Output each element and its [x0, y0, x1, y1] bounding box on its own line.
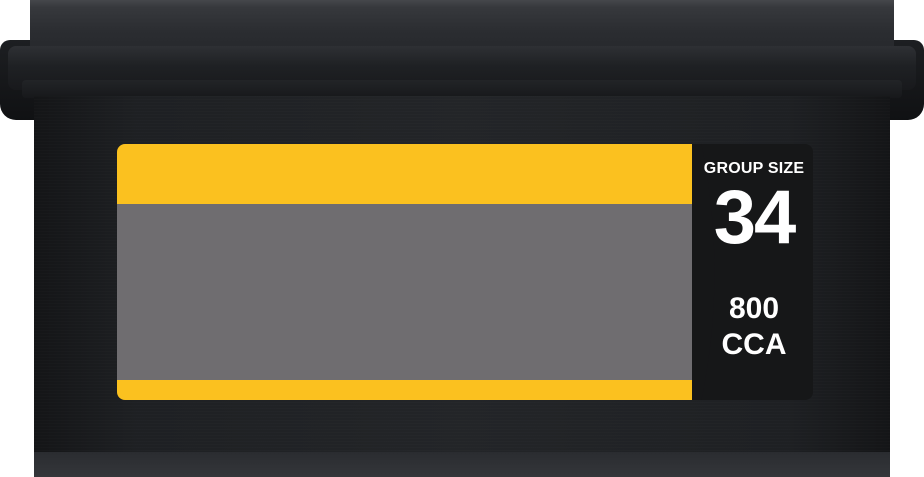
cca-unit: CCA	[721, 328, 787, 361]
group-size-caption: GROUP SIZE	[703, 160, 805, 177]
battery-label: GROUP SIZE 34 800 CCA	[117, 144, 813, 400]
group-size-number: 34	[713, 175, 797, 260]
label-info-box: GROUP SIZE 34 800 CCA	[695, 144, 813, 400]
label-yellow-stripe-bottom	[117, 380, 692, 400]
label-yellow-stripe-top	[117, 144, 692, 204]
cca-value: 800	[728, 292, 780, 325]
label-gray-panel	[117, 204, 692, 380]
battery-lid-highlight	[30, 0, 894, 8]
label-curved-divider	[547, 144, 717, 400]
battery-case-bottom-band	[34, 452, 890, 477]
battery-lid-top	[30, 0, 894, 52]
battery-lid-lip	[22, 80, 902, 98]
